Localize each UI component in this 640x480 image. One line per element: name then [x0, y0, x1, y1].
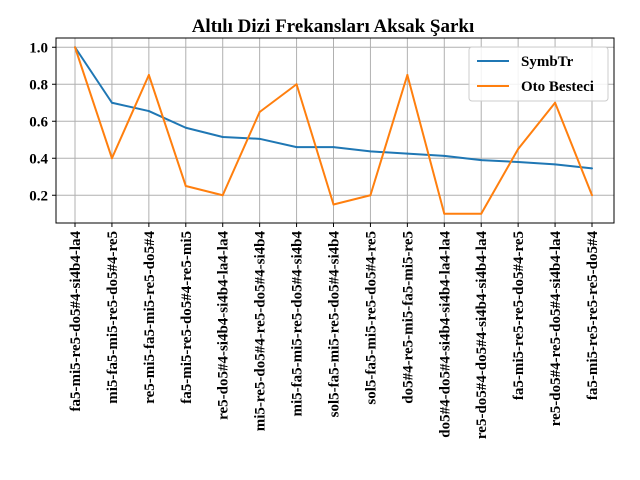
data-point-oto-besteci: [554, 101, 557, 104]
data-point-oto-besteci: [406, 74, 409, 76]
data-point-oto-besteci: [110, 157, 113, 160]
data-point-symbtr: [221, 135, 224, 138]
y-axis-ticks: 0.2 0.4 0.6 0.8 1.0: [29, 40, 56, 204]
chart-title: Altılı Dizi Frekansları Aksak Şarkı: [192, 16, 475, 37]
y-tick-label: 1.0: [29, 40, 48, 56]
data-point-oto-besteci: [591, 194, 593, 197]
data-point-symbtr: [295, 146, 298, 149]
data-point-symbtr: [147, 110, 150, 113]
x-tick-label: re5-do5#4-do5#4-si4b4-si4b4-la4: [474, 231, 490, 440]
y-tick-label: 0.2: [29, 188, 48, 204]
data-point-symbtr: [443, 154, 446, 157]
series-lines: [74, 46, 593, 215]
y-tick-label: 0.6: [29, 114, 48, 130]
data-point-symbtr: [110, 101, 113, 104]
data-point-oto-besteci: [332, 203, 335, 206]
data-point-oto-besteci: [517, 148, 520, 150]
x-tick-label: fa5-mi5-re5-re5-re5-do5#4: [585, 231, 601, 401]
data-point-symbtr: [332, 146, 335, 149]
x-tick-label: fa5-mi5-re5-do5#4-si4b4-la4: [68, 231, 84, 412]
data-point-oto-besteci: [258, 111, 261, 113]
legend-label-oto-besteci: Oto Besteci: [521, 79, 594, 95]
data-point-oto-besteci: [295, 83, 298, 86]
data-point-oto-besteci: [221, 194, 224, 197]
plot-frame: [55, 37, 615, 224]
x-tick-label: do5#4-do5#4-si4b4-si4b4-la4-la4: [437, 231, 453, 438]
data-point-oto-besteci: [480, 212, 483, 215]
data-point-symbtr: [369, 150, 372, 153]
data-point-oto-besteci: [147, 74, 150, 76]
data-point-oto-besteci: [369, 194, 372, 197]
x-tick-label: re5-do5#4-re5-do5#4-si4b4-la4: [548, 231, 564, 427]
y-tick-label: 0.8: [29, 77, 48, 93]
x-tick-label: mi5-re5-do5#4-re5-do5#4-si4b4: [253, 231, 269, 432]
data-point-symbtr: [591, 167, 593, 170]
y-tick-label: 0.4: [29, 151, 48, 167]
x-tick-label: sol5-fa5-mi5-re5-do5#4-si4b4: [327, 231, 343, 418]
x-tick-label: mi5-fa5-mi5-re5-do5#4-si4b4: [290, 231, 306, 417]
data-point-oto-besteci: [184, 185, 187, 187]
data-point-symbtr: [554, 163, 557, 166]
x-tick-label: fa5-mi5-re5-do5#4-re5-mi5: [179, 231, 195, 404]
data-point-symbtr: [258, 137, 261, 140]
x-tick-label: mi5-fa5-mi5-re5-do5#4-re5: [105, 231, 121, 404]
data-point-oto-besteci: [443, 212, 446, 215]
data-point-symbtr: [517, 160, 520, 163]
data-point-symbtr: [184, 126, 187, 129]
data-point-symbtr: [480, 159, 483, 162]
x-tick-label: fa5-mi5-re5-re5-do5#4-re5: [511, 231, 527, 400]
data-point-symbtr: [406, 152, 409, 155]
x-tick-label: re5-do5#4-si4b4-si4b4-la4-la4: [216, 231, 232, 420]
legend: SymbTr Oto Besteci: [468, 46, 609, 102]
data-point-oto-besteci: [74, 46, 76, 49]
legend-label-symbtr: SymbTr: [521, 54, 574, 70]
x-tick-label: re5-mi5-fa5-mi5-re5-do5#4: [142, 231, 158, 404]
x-tick-label: sol5-fa5-mi5-re5-do5#4-re5: [363, 231, 379, 405]
x-tick-label: do5#4-re5-mi5-fa5-mi5-re5: [400, 231, 416, 404]
x-axis-ticks: fa5-mi5-re5-do5#4-si4b4-la4 mi5-fa5-mi5-r…: [68, 223, 601, 439]
